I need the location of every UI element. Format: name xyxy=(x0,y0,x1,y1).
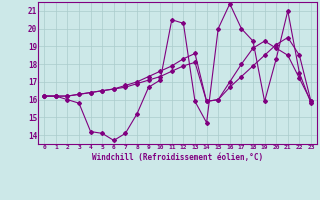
X-axis label: Windchill (Refroidissement éolien,°C): Windchill (Refroidissement éolien,°C) xyxy=(92,153,263,162)
